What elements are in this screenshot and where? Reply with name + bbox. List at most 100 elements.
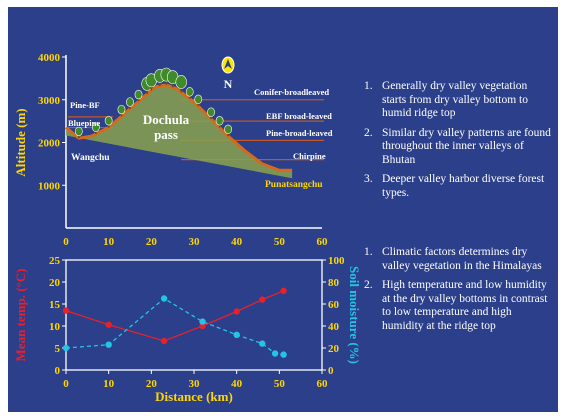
top-x-tick-label: 60 <box>317 236 329 248</box>
x-tick-label: 20 <box>146 378 158 390</box>
zone-label: Pine-broad-leaved <box>266 128 333 138</box>
tree-icon <box>224 124 233 134</box>
moisture-axis-label: Soil moisture (%) <box>347 266 362 364</box>
tree-icon <box>185 87 194 97</box>
site-label-punatsangchu: Punatsangchu <box>265 180 323 190</box>
soil-moisture-point <box>271 350 279 357</box>
bullet-bottom-item-2: 2. High temperature and low humidity at t… <box>364 279 552 333</box>
temp-tick-label: 5 <box>55 343 61 355</box>
tree-trunk <box>129 104 131 109</box>
zone-label: Chirpine <box>293 151 326 161</box>
mean-temp-point <box>259 296 266 303</box>
tree-trunk <box>180 86 182 93</box>
bullet-top-number: 2. <box>364 126 373 139</box>
x-tick-label: 0 <box>63 378 69 390</box>
x-tick-label: 30 <box>189 378 201 390</box>
tree-trunk <box>197 102 200 107</box>
soil-moisture-series-line <box>65 297 284 356</box>
zone-label: Conifer-broadleaved <box>254 87 329 97</box>
tree-icon <box>104 116 113 126</box>
tree-icon <box>215 116 224 126</box>
temp-axis-label: Mean temp. (°C) <box>13 269 28 362</box>
moisture-tick-label: 20 <box>328 343 340 355</box>
tree-trunk <box>146 88 148 95</box>
tree-trunk <box>150 84 153 91</box>
tree-icon <box>175 75 187 89</box>
slide: 1000 2000 3000 4000 Altitude (m) Wangchu Dochu… <box>8 7 558 412</box>
top-x-tick-label: 20 <box>146 236 158 248</box>
bullet-bottom-text: Climatic factors determines dry valley v… <box>382 246 542 272</box>
temp-tick-label: 20 <box>49 277 61 289</box>
soil-moisture-point <box>233 331 240 338</box>
soil-moisture-point <box>105 341 112 348</box>
soil-moisture-point <box>160 295 168 302</box>
tree-trunk <box>107 123 110 128</box>
mean-temp-point <box>62 307 70 314</box>
mean-temp-point <box>280 287 287 294</box>
bullet-top-text: Deeper valley harbor diverse forest type… <box>382 173 545 199</box>
moisture-tick-label: 60 <box>328 299 340 311</box>
bullet-bottom-item-1: 1. Climatic factors determines dry valley… <box>364 246 552 273</box>
moisture-tick-label: 80 <box>328 277 340 289</box>
tree-trunk <box>188 94 191 99</box>
tree-trunk <box>218 123 221 128</box>
mean-temp-point <box>199 322 206 330</box>
mean-temp-point <box>233 308 240 315</box>
tree-icon <box>126 97 134 107</box>
mountain-profile-fill <box>66 84 293 179</box>
top-x-tick-label: 10 <box>103 236 115 248</box>
tree-trunk <box>120 112 123 117</box>
tree-trunk <box>227 132 229 137</box>
zone-label: Pine-BF <box>70 100 100 110</box>
temp-tick-label: 0 <box>55 365 61 377</box>
x-tick-label: 10 <box>103 378 115 390</box>
tree-icon <box>74 126 83 137</box>
tree-trunk <box>159 80 161 87</box>
bullet-top-number: 1. <box>364 80 373 92</box>
top-x-tick-label: 0 <box>63 236 69 248</box>
north-arrow-pointer <box>224 59 232 69</box>
bullet-bottom-number: 2. <box>364 279 373 291</box>
tree-trunk <box>95 129 97 134</box>
altitude-tick-label: 2000 <box>38 138 61 150</box>
north-label: N <box>224 77 233 91</box>
tree-icon <box>207 107 215 117</box>
x-tick-label: 50 <box>274 378 286 390</box>
bullet-top-item-1: 1. Generally dry valley vegetation starts… <box>364 80 552 121</box>
tree-icon <box>91 122 100 132</box>
bullet-bottom-text: High temperature and low humidity at the… <box>382 279 548 332</box>
top-x-tick-label: 30 <box>189 236 201 248</box>
tree-icon <box>134 89 143 100</box>
bullet-top-number: 3. <box>364 173 373 185</box>
zone-label: EBF broad-leaved <box>266 111 332 121</box>
tree-icon <box>117 104 126 115</box>
moisture-tick-label: 100 <box>328 255 345 267</box>
top-x-tick-label: 40 <box>231 236 243 248</box>
zone-label: Bluepine <box>68 118 100 128</box>
bullet-top-text: Generally dry valley vegetation starts f… <box>382 80 528 119</box>
tree-trunk <box>165 78 168 85</box>
bullet-list-top: 1. Generally dry valley vegetation starts… <box>364 80 552 206</box>
bullet-bottom-number: 1. <box>364 246 373 258</box>
site-label-dochula: Dochula <box>143 112 190 127</box>
mean-temp-point <box>160 337 168 345</box>
soil-moisture-point <box>280 351 287 358</box>
x-tick-label: 60 <box>317 378 329 390</box>
soil-moisture-point <box>199 318 206 325</box>
tree-trunk <box>171 81 174 88</box>
altitude-tick-label: 4000 <box>38 52 61 64</box>
bullet-top-item-3: 3. Deeper valley harbor diverse forest ty… <box>364 173 552 200</box>
moisture-tick-label: 40 <box>328 321 340 333</box>
site-label-dochula-line2: pass <box>154 127 178 142</box>
mean-temp-series-line <box>65 290 284 342</box>
temp-tick-label: 10 <box>49 321 61 333</box>
altitude-tick-label: 3000 <box>38 95 61 107</box>
tree-trunk <box>78 134 80 139</box>
tree-trunk <box>137 97 140 102</box>
moisture-tick-label: 0 <box>328 365 334 377</box>
soil-moisture-point <box>62 344 70 352</box>
bullet-top-text: Similar dry valley patterns are found th… <box>382 126 551 166</box>
top-x-tick-label: 50 <box>274 236 286 248</box>
x-tick-label: 40 <box>231 378 243 390</box>
